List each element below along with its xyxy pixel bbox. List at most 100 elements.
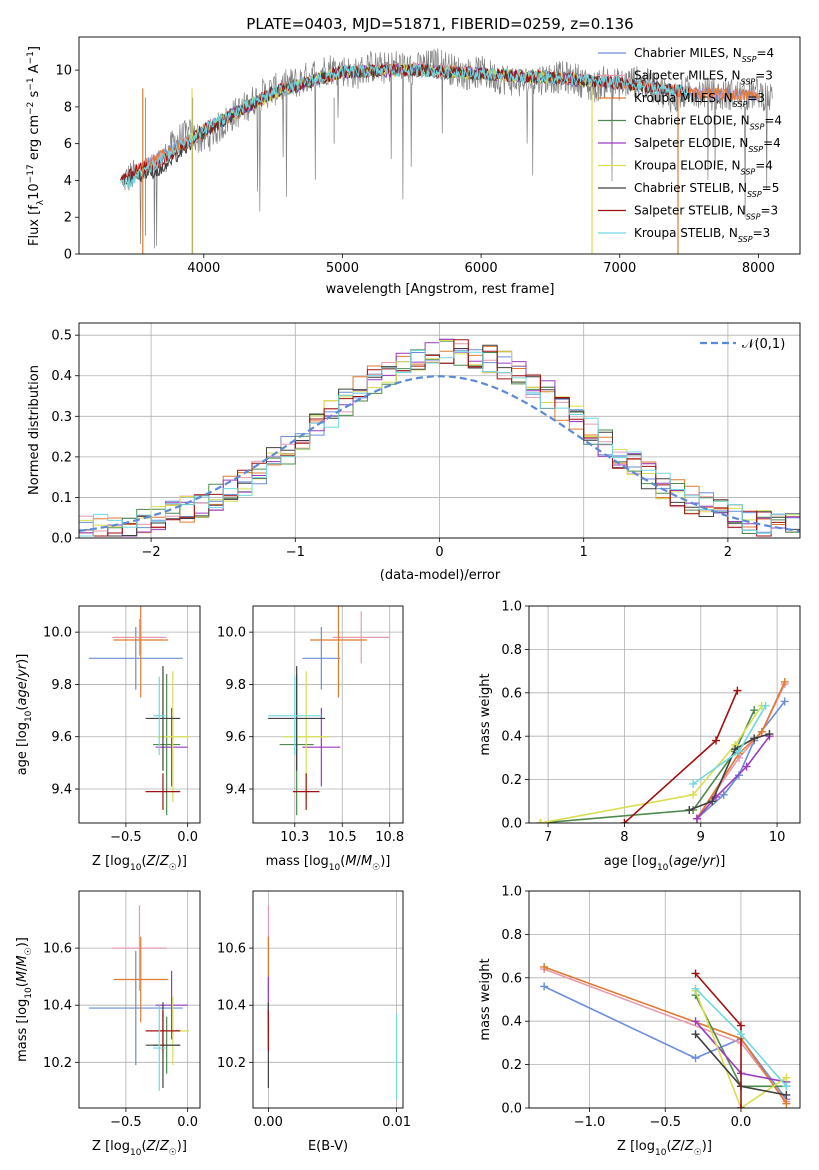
x-tick-label: 8000 [742, 261, 775, 276]
label-part: M [15, 971, 30, 982]
label-part: 10 [130, 1148, 142, 1158]
y-tick-label: 10.0 [217, 626, 246, 641]
y-tick-label: 0.2 [501, 1058, 522, 1073]
legend-text: Salpeter STELIB, N [634, 204, 746, 218]
y-tick-label: 10.0 [43, 626, 72, 641]
x-tick-label: 1 [580, 545, 588, 560]
y-tick-label: 9.6 [225, 730, 246, 745]
label-part: Z [log [92, 854, 130, 869]
axes-frame [78, 890, 201, 1109]
normal-reference-curve [79, 375, 800, 532]
label-part: Z [159, 1139, 170, 1154]
weight-marker [540, 982, 549, 991]
label-part: / [680, 1139, 685, 1154]
label-part: s [27, 90, 42, 101]
x-tick-label: −1 [286, 545, 305, 560]
x-axis-label: mass [log10(M/M☉)] [266, 854, 391, 873]
x-tick-label: −1.0 [574, 1115, 606, 1130]
legend-text: Salpeter MILES, N [634, 69, 741, 83]
label-part: ( [15, 982, 30, 987]
plot-area-ebv-vs-mass [267, 905, 398, 1100]
weight-marker [750, 706, 759, 715]
weight-marker [761, 701, 770, 710]
weight-marker [708, 797, 717, 806]
chart-ebv-vs-mass: 0.00 0.01 10.2 10.4 10.6 E(B-V) [217, 890, 411, 1154]
label-part: 10 [24, 710, 34, 722]
axes-frame [252, 605, 404, 824]
legend-text: =5 [762, 181, 780, 195]
legend-entry: Salpeter MILES, NSSP=3 [634, 69, 773, 87]
label-part: Z [log [92, 1139, 130, 1154]
x-axis-label: Z [log10(Z/Z☉)] [617, 1139, 712, 1158]
weight-marker [691, 984, 700, 993]
legend-entry: 𝒩(0,1) [742, 337, 785, 352]
y-tick-label: 9.4 [51, 783, 72, 798]
weight-marker [742, 762, 751, 771]
plot-area-mass-vs-age [268, 606, 390, 816]
legend-entry: Chabrier ELODIE, NSSP=4 [634, 114, 782, 132]
y-tick-label: 0.2 [501, 773, 522, 788]
plot-area-z-weights [540, 962, 791, 1108]
label-part: Z [log [617, 1139, 655, 1154]
weight-line-4 [696, 735, 771, 820]
label-part: M [15, 955, 30, 966]
chart-z-vs-mass: −0.5 0.010.210.410.6Z [log10(Z/Z☉)]mass [… [15, 890, 201, 1158]
y-tick-label: 0.8 [501, 643, 522, 658]
axes-frame [78, 36, 801, 255]
label-part: / [15, 966, 30, 971]
x-tick-label: 0.00 [254, 1115, 283, 1130]
legend-entry: Salpeter STELIB, NSSP=3 [634, 204, 778, 222]
x-tick-label: 7000 [603, 261, 636, 276]
label-part: )] [177, 1139, 187, 1154]
chart-z-weights: −1.0 −0.5 0.00.00.20.40.60.81.0Z [log10(Z/… [478, 885, 801, 1158]
y-tick-label: 0.4 [51, 369, 72, 384]
y-axis-label: mass weight [478, 958, 493, 1040]
legend-entry: Chabrier MILES, NSSP=4 [634, 46, 774, 64]
axes-frame [78, 605, 201, 824]
label-part: ( [15, 706, 30, 711]
label-part: age [log [15, 722, 30, 775]
label-part: mass [log [15, 999, 30, 1062]
weight-marker [691, 1054, 700, 1063]
y-tick-label: 0.1 [51, 491, 72, 506]
y-tick-label: 2 [64, 211, 72, 226]
y-tick-label: 0 [64, 248, 72, 263]
label-part: )] [177, 854, 187, 869]
y-tick-label: 9.4 [225, 783, 246, 798]
weight-marker [782, 1099, 791, 1108]
y-tick-label: 10.2 [43, 1056, 72, 1071]
legend-text: Kroupa ELODIE, N [634, 159, 741, 173]
label-part: )] [715, 854, 725, 869]
legend-entry: Kroupa MILES, NSSP=3 [634, 91, 765, 109]
legend-text: Kroupa STELIB, N [634, 226, 738, 240]
y-tick-label: 9.8 [225, 678, 246, 693]
label-part: age [log [604, 854, 657, 869]
y-axis-label: age [log10(age/yr)] [15, 654, 34, 776]
figure-title: PLATE=0403, MJD=51871, FIBERID=0259, z=0… [246, 15, 633, 33]
label-part: −2 [26, 102, 36, 115]
y-tick-label: 6 [64, 137, 72, 152]
x-tick-label: 7 [544, 830, 552, 845]
label-part: yr [701, 854, 717, 869]
legend-subscript: SSP [748, 145, 763, 154]
y-tick-label: 9.6 [51, 730, 72, 745]
label-part: Z [146, 854, 157, 869]
legend-text: Salpeter ELODIE, N [634, 136, 748, 150]
label-part: 10 [655, 1148, 667, 1158]
weight-line-5 [694, 990, 787, 1108]
legend-subscript: SSP [750, 122, 765, 131]
label-part: ( [340, 854, 345, 869]
label-part: λ [36, 199, 46, 205]
label-part: ☉ [24, 947, 34, 955]
weight-marker [733, 686, 742, 695]
legend-text: =4 [763, 136, 781, 150]
y-tick-label: 10.4 [43, 999, 72, 1014]
label-part: ] [27, 46, 42, 51]
weight-marker [734, 747, 743, 756]
label-part: Flux [f [27, 205, 42, 246]
x-tick-label: 0.0 [177, 830, 198, 845]
legend-text: =4 [755, 159, 773, 173]
y-tick-label: 0.3 [51, 410, 72, 425]
y-tick-label: 0.6 [501, 686, 522, 701]
